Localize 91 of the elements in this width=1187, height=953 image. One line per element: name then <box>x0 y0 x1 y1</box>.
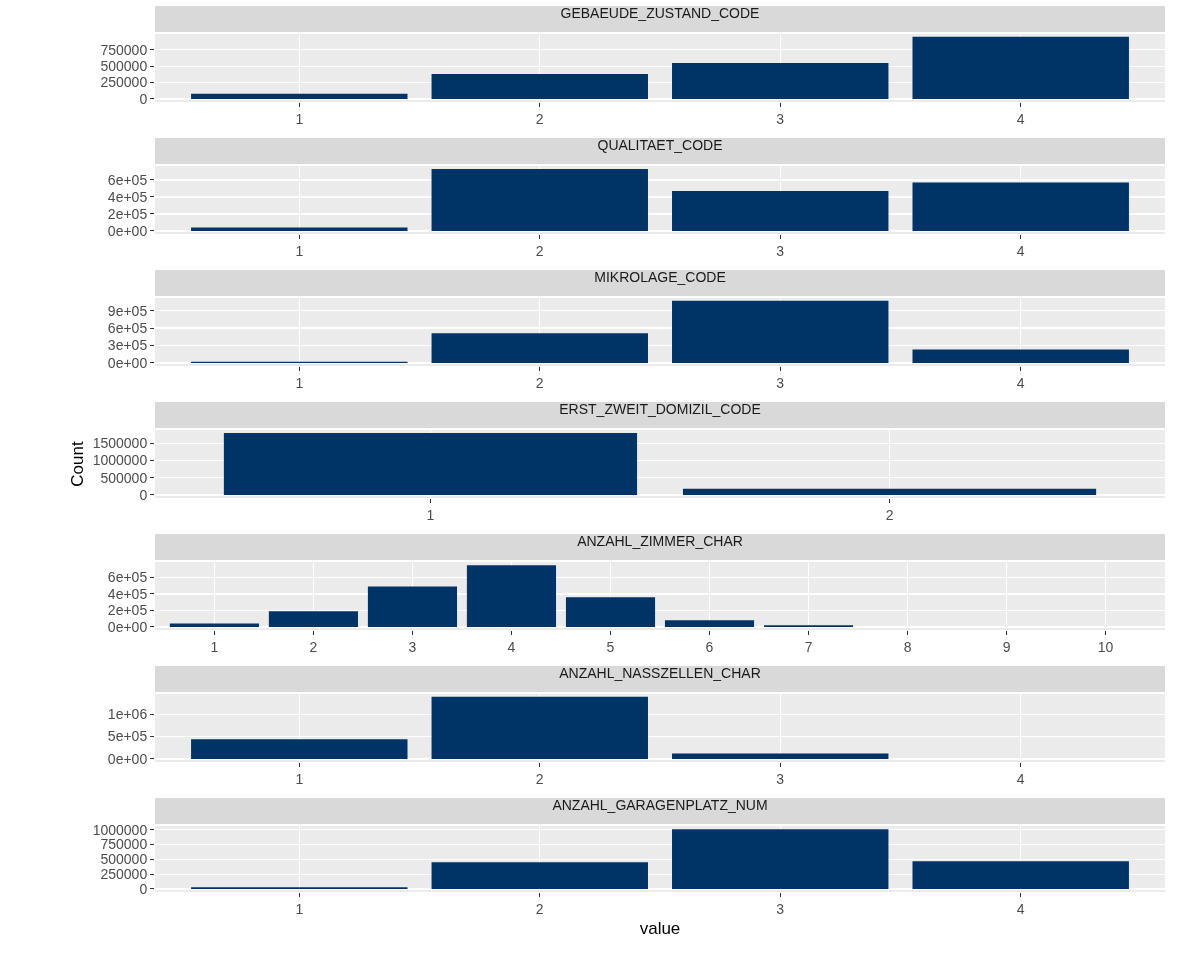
bar <box>169 623 259 627</box>
chart-title: GEBAEUDE_ZUSTAND_CODE <box>560 4 760 21</box>
y-tick-label: 9e+05 <box>107 302 148 319</box>
bar <box>912 861 1129 889</box>
y-tick-label: 500000 <box>100 469 148 486</box>
chart-title: ERST_ZWEIT_DOMIZIL_CODE <box>559 400 761 417</box>
x-axis-title: value <box>639 919 681 939</box>
x-tick-label: 4 <box>1016 900 1025 917</box>
bar <box>565 597 656 627</box>
y-tick-label: 0 <box>139 90 148 107</box>
y-tick-label: 1000000 <box>92 452 148 469</box>
y-tick-label: 0e+00 <box>107 750 148 767</box>
y-tick-label: 4e+05 <box>107 585 148 602</box>
x-tick-label: 2 <box>535 374 544 391</box>
y-tick-label: 500000 <box>100 851 148 868</box>
y-axis-title: Count <box>68 441 88 487</box>
bar <box>191 739 408 759</box>
y-tick-label: 250000 <box>100 866 148 883</box>
y-tick-label: 250000 <box>100 74 148 91</box>
x-tick-label: 3 <box>408 638 417 655</box>
y-tick-label: 0e+00 <box>107 222 148 239</box>
x-tick-label: 3 <box>776 900 785 917</box>
x-tick-label: 6 <box>705 638 714 655</box>
x-tick-label: 2 <box>535 110 544 127</box>
bar <box>912 182 1129 231</box>
y-tick-label: 0e+00 <box>107 618 148 635</box>
bar <box>268 611 358 627</box>
x-tick-label: 10 <box>1097 638 1114 655</box>
y-tick-label: 3e+05 <box>107 337 148 354</box>
bar <box>191 93 408 99</box>
x-tick-label: 3 <box>776 242 785 259</box>
x-tick-label: 1 <box>295 900 304 917</box>
x-tick-label: 1 <box>210 638 219 655</box>
bar <box>672 753 889 759</box>
bar <box>912 349 1129 363</box>
bar <box>431 862 648 889</box>
y-tick-label: 1500000 <box>92 435 148 452</box>
x-tick-label: 1 <box>426 506 435 523</box>
x-tick-label: 1 <box>295 374 304 391</box>
bar <box>431 696 648 759</box>
x-tick-label: 4 <box>1016 242 1025 259</box>
y-tick-label: 2e+05 <box>107 205 148 222</box>
bar <box>672 62 889 99</box>
bar <box>672 829 889 889</box>
chart-title: MIKROLAGE_CODE <box>594 268 726 285</box>
x-tick-label: 2 <box>309 638 318 655</box>
x-tick-label: 2 <box>535 900 544 917</box>
bar <box>466 565 557 627</box>
y-tick-label: 1000000 <box>92 821 148 838</box>
y-tick-label: 6e+05 <box>107 171 148 188</box>
y-tick-label: 6e+05 <box>107 319 148 336</box>
x-tick-label: 2 <box>535 770 544 787</box>
y-tick-label: 2e+05 <box>107 602 148 619</box>
bar <box>431 168 648 231</box>
bar <box>664 620 755 627</box>
x-tick-label: 4 <box>1016 110 1025 127</box>
y-tick-label: 750000 <box>100 836 148 853</box>
x-tick-label: 1 <box>295 110 304 127</box>
bar <box>672 191 889 231</box>
bar <box>912 36 1129 99</box>
x-tick-label: 8 <box>903 638 912 655</box>
y-tick-label: 0 <box>139 486 148 503</box>
x-tick-label: 3 <box>776 110 785 127</box>
x-tick-label: 1 <box>295 770 304 787</box>
chart-title: QUALITAET_CODE <box>597 136 723 153</box>
y-tick-label: 4e+05 <box>107 188 148 205</box>
x-tick-label: 4 <box>507 638 516 655</box>
x-tick-label: 1 <box>295 242 304 259</box>
chart-title: ANZAHL_NASSZELLEN_CHAR <box>559 664 761 681</box>
bar <box>431 74 648 99</box>
y-tick-label: 0 <box>139 880 148 897</box>
x-tick-label: 2 <box>535 242 544 259</box>
chart-title: ANZAHL_ZIMMER_CHAR <box>577 532 743 549</box>
bar <box>672 300 889 363</box>
y-tick-label: 6e+05 <box>107 569 148 586</box>
chart-title: ANZAHL_GARAGENPLATZ_NUM <box>552 796 768 813</box>
x-tick-label: 2 <box>885 506 894 523</box>
x-tick-label: 4 <box>1016 374 1025 391</box>
bar <box>367 586 458 627</box>
y-tick-label: 5e+05 <box>107 728 148 745</box>
x-tick-label: 5 <box>606 638 615 655</box>
x-tick-label: 3 <box>776 770 785 787</box>
bar <box>431 333 648 363</box>
y-tick-label: 0e+00 <box>107 354 148 371</box>
x-tick-label: 9 <box>1002 638 1011 655</box>
x-tick-label: 7 <box>804 638 813 655</box>
x-tick-label: 4 <box>1016 770 1025 787</box>
y-tick-label: 750000 <box>100 41 148 58</box>
y-tick-label: 1e+06 <box>107 706 148 723</box>
y-tick-label: 500000 <box>100 58 148 75</box>
x-tick-label: 3 <box>776 374 785 391</box>
